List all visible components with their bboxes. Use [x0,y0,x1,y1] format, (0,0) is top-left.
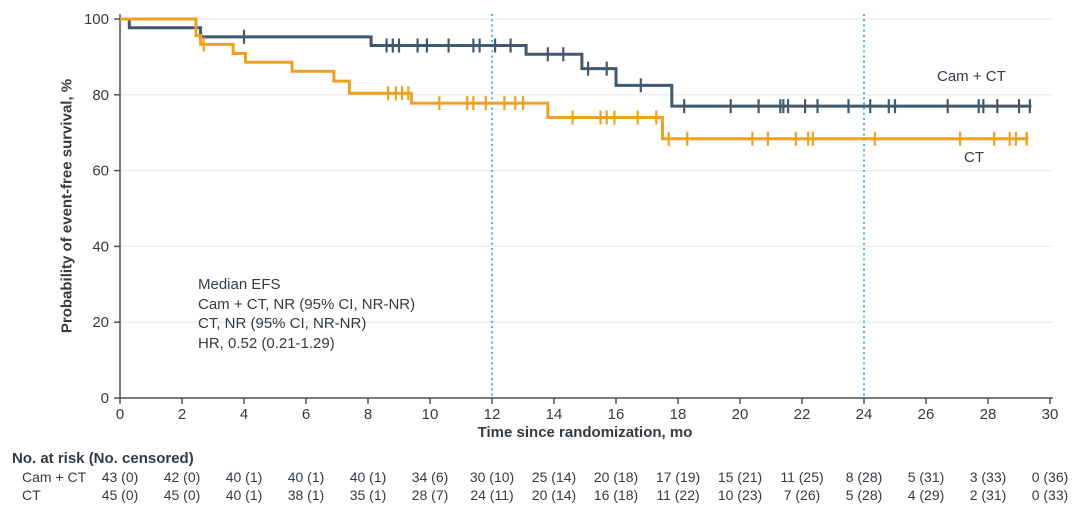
risk-cell: 34 (6) [411,469,449,485]
risk-table-header: No. at risk (No. censored) [12,450,194,467]
x-tick-label: 26 [918,406,935,423]
x-tick-label: 28 [980,406,997,423]
risk-cell: 24 (11) [470,487,514,503]
cam-ct-curve [120,17,1032,108]
risk-cell: 15 (21) [717,469,763,485]
y-tick-label: 100 [84,11,109,28]
annotation-line-median: Median EFS [198,276,281,293]
risk-cell: 28 (7) [411,487,449,503]
risk-cell: 16 (18) [593,487,639,503]
x-tick-label: 2 [178,406,186,423]
risk-row-label: Cam + CT [22,469,87,485]
x-tick-label: 10 [422,406,439,423]
risk-cell: 11 (25) [780,469,824,485]
risk-cell: 45 (0) [101,487,139,503]
risk-row-label: CT [22,487,41,503]
ct-curve [120,17,1029,141]
x-tick-label: 20 [732,406,749,423]
curve-label-cam-ct: Cam + CT [937,68,1006,85]
risk-cell: 20 (14) [531,487,577,503]
x-tick-label: 18 [670,406,687,423]
y-axis-title: Probability of event-free survival, % [58,78,76,334]
x-tick-label: 24 [856,406,873,423]
x-axis-title: Time since randomization, mo [477,424,693,441]
x-tick-label: 8 [364,406,372,423]
x-tick-label: 14 [546,406,563,423]
y-tick-label: 20 [92,314,109,331]
risk-cell: 10 (23) [717,487,763,503]
risk-cell: 40 (1) [287,469,325,485]
risk-row-cam-ct: Cam + CT 43 (0) 42 (0) 40 (1) 40 (1) 40 (1) 3… [0,469,1080,485]
risk-cell: 25 (14) [531,469,577,485]
risk-cell: 8 (28) [845,469,883,485]
x-tick-label: 22 [794,406,811,423]
risk-cell: 11 (22) [656,487,700,503]
risk-cell: 2 (31) [969,487,1007,503]
risk-row-ct: CT 45 (0) 45 (0) 40 (1) 38 (1) 35 (1) 28 (7) 2… [0,487,1080,503]
x-tick-label: 4 [240,406,248,423]
risk-cell: 7 (26) [783,487,821,503]
risk-cell: 40 (1) [225,487,263,503]
risk-cell: 42 (0) [163,469,201,485]
y-tick-label: 0 [101,390,109,407]
y-tick-label: 60 [92,163,109,180]
x-tick-label: 0 [116,406,124,423]
curve-label-ct: CT [964,149,984,166]
annotation-line-cam-ct: Cam + CT, NR (95% CI, NR-NR) [198,295,416,313]
annotation-line-hr: HR, 0.52 (0.21-1.29) [198,334,335,352]
risk-cell: 0 (33) [1031,487,1069,503]
risk-cell: 45 (0) [163,487,201,503]
risk-cell: 20 (18) [593,469,639,485]
x-tick-label: 16 [608,406,625,423]
risk-cell: 30 (10) [469,469,515,485]
median-efs-annotation: Median EFS Cam + CT, NR (95% CI, NR-NR) … [198,275,415,353]
risk-cell: 5 (31) [907,469,945,485]
x-tick-label: 12 [484,406,501,423]
risk-cell: 38 (1) [287,487,325,503]
risk-cell: 35 (1) [349,487,387,503]
risk-cell: 43 (0) [101,469,139,485]
risk-cell: 0 (36) [1031,469,1069,485]
risk-cell: 40 (1) [225,469,263,485]
x-tick-label: 30 [1042,406,1059,423]
risk-cell: 17 (19) [655,469,701,485]
risk-cell: 3 (33) [969,469,1007,485]
x-tick-label: 6 [302,406,310,423]
risk-cell: 5 (28) [845,487,883,503]
risk-cell: 4 (29) [907,487,945,503]
y-tick-label: 80 [92,87,109,104]
risk-cell: 40 (1) [349,469,387,485]
annotation-line-ct: CT, NR (95% CI, NR-NR) [198,315,367,332]
y-tick-label: 40 [92,238,109,255]
